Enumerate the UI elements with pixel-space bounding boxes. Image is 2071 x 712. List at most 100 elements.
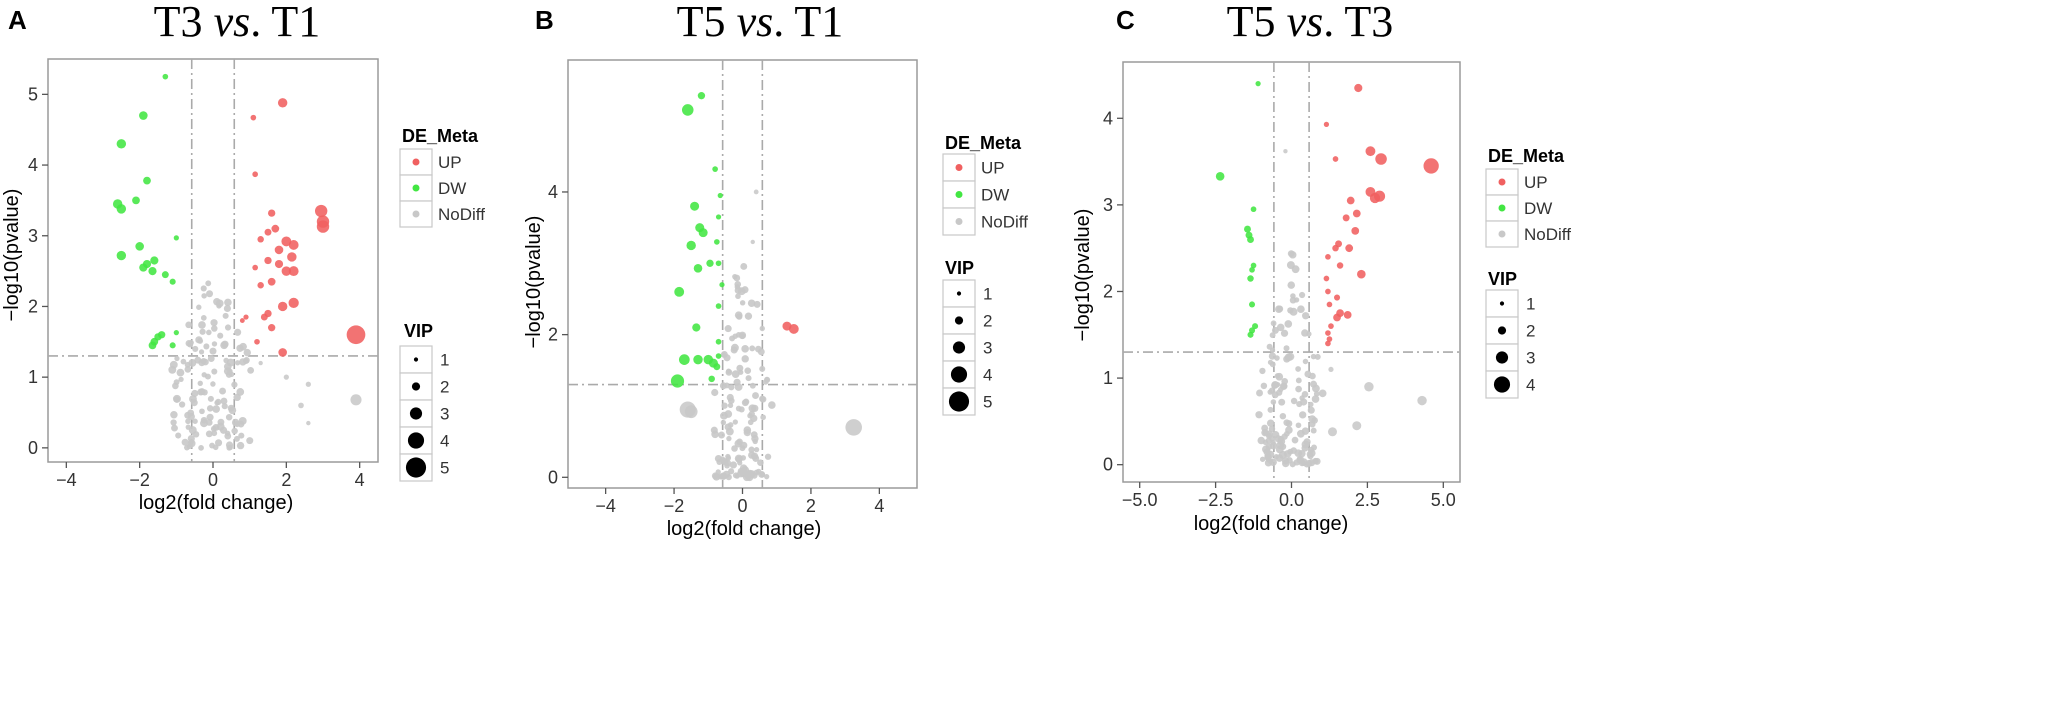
data-point-nodiff [219, 426, 228, 434]
data-point-nodiff [1311, 395, 1320, 403]
data-point-nodiff [210, 425, 217, 432]
data-point-nodiff [1314, 353, 1321, 360]
data-point-nodiff [753, 446, 760, 453]
legend-marker-up [1498, 178, 1506, 186]
data-point-up [1354, 83, 1363, 93]
data-point-dw [715, 214, 722, 220]
data-point-dw [132, 196, 140, 205]
data-point-nodiff [751, 404, 759, 413]
data-point-dw [719, 282, 725, 288]
vip-legend-label: 1 [1526, 295, 1535, 314]
data-point-up [1332, 156, 1339, 162]
data-point-nodiff [1296, 456, 1305, 464]
x-tick-label: 0 [737, 496, 747, 516]
x-tick-label: 2 [806, 496, 816, 516]
data-point-nodiff [258, 360, 263, 366]
data-point-dw [1250, 262, 1257, 269]
data-point-nodiff [1266, 343, 1273, 350]
data-point-nodiff [1274, 373, 1281, 379]
data-point-nodiff [727, 422, 734, 428]
legend-title: DE_Meta [402, 126, 479, 146]
data-point-dw [715, 260, 722, 267]
data-point-nodiff [1308, 446, 1315, 454]
data-point-nodiff [1275, 454, 1284, 462]
data-point-up [1365, 146, 1376, 157]
data-point-nodiff [205, 430, 213, 438]
data-point-nodiff [205, 280, 212, 287]
vip-legend-marker [1499, 301, 1505, 306]
data-point-up [1357, 269, 1366, 279]
data-point-dw [1252, 323, 1259, 330]
data-point-nodiff [736, 313, 743, 320]
title-part-1: T5 [677, 0, 737, 46]
data-point-nodiff [1308, 415, 1317, 423]
data-point-nodiff [1259, 367, 1266, 375]
vip-legend-marker [405, 457, 427, 478]
data-point-up [1369, 192, 1381, 204]
data-point-nodiff [725, 369, 733, 376]
legend-label-nodiff: NoDiff [438, 205, 485, 224]
data-point-up [1334, 294, 1341, 301]
chart-title: T3 vs. T1 [154, 0, 321, 46]
data-point-nodiff [188, 339, 194, 346]
panel-a: A T3 vs. T1 log2(fold change) −log10(pva… [1, 0, 485, 514]
data-point-nodiff [207, 355, 215, 362]
data-point-nodiff [199, 328, 206, 335]
data-point-up [267, 323, 276, 332]
data-point-dw [713, 363, 721, 371]
plot-area [47, 58, 379, 463]
data-point-nodiff [213, 298, 221, 306]
data-point-nodiff [718, 431, 726, 439]
data-point-nodiff [181, 438, 189, 446]
data-point-nodiff [1264, 453, 1272, 462]
data-point-dw [708, 375, 715, 383]
data-point-up [250, 114, 257, 121]
data-point-nodiff [231, 427, 238, 435]
data-point-nodiff [198, 349, 205, 355]
legend-label-dw: DW [1524, 199, 1552, 218]
data-point-nodiff [741, 345, 749, 353]
vip-legend-label: 3 [983, 339, 992, 358]
data-point-nodiff [197, 338, 204, 344]
title-part-2: . T3 [1323, 0, 1393, 46]
data-point-up [288, 266, 299, 277]
data-point-nodiff [1263, 448, 1271, 456]
data-point-nodiff [1301, 444, 1309, 452]
data-point-up [274, 259, 284, 269]
data-point-nodiff [1279, 443, 1287, 450]
data-point-up [264, 228, 272, 236]
data-point-up [252, 264, 258, 271]
vip-legend-marker [950, 366, 968, 383]
x-tick-label: −5.0 [1122, 490, 1158, 510]
data-point-dw [116, 204, 127, 214]
data-point-nodiff [1276, 323, 1285, 332]
panel-letter: C [1116, 5, 1135, 35]
data-point-up [267, 277, 276, 286]
data-point-nodiff [745, 375, 752, 382]
data-point-nodiff [212, 405, 221, 413]
data-point-nodiff [350, 394, 362, 406]
data-point-dw [173, 329, 179, 336]
data-point-nodiff [1284, 320, 1293, 328]
data-point-nodiff [1327, 427, 1337, 437]
y-tick-label: 2 [548, 325, 558, 345]
data-point-up [1332, 244, 1339, 252]
legend-label-nodiff: NoDiff [981, 213, 1028, 232]
data-point-nodiff [743, 426, 752, 434]
data-point-nodiff [759, 325, 765, 332]
data-point-up [264, 256, 272, 265]
data-point-dw [686, 240, 696, 251]
data-point-dw [1255, 81, 1261, 87]
data-point-nodiff [175, 432, 182, 439]
data-point-nodiff [1364, 382, 1374, 392]
data-point-nodiff [198, 359, 206, 367]
x-tick-label: −2 [129, 470, 150, 490]
data-point-dw [706, 259, 714, 267]
data-point-group [112, 73, 366, 426]
data-point-nodiff [764, 474, 770, 480]
data-point-nodiff [210, 319, 218, 327]
data-point-nodiff [215, 439, 223, 447]
vip-legend-label: 2 [1526, 322, 1535, 341]
data-point-nodiff [845, 419, 862, 436]
data-point-nodiff [1295, 385, 1302, 393]
